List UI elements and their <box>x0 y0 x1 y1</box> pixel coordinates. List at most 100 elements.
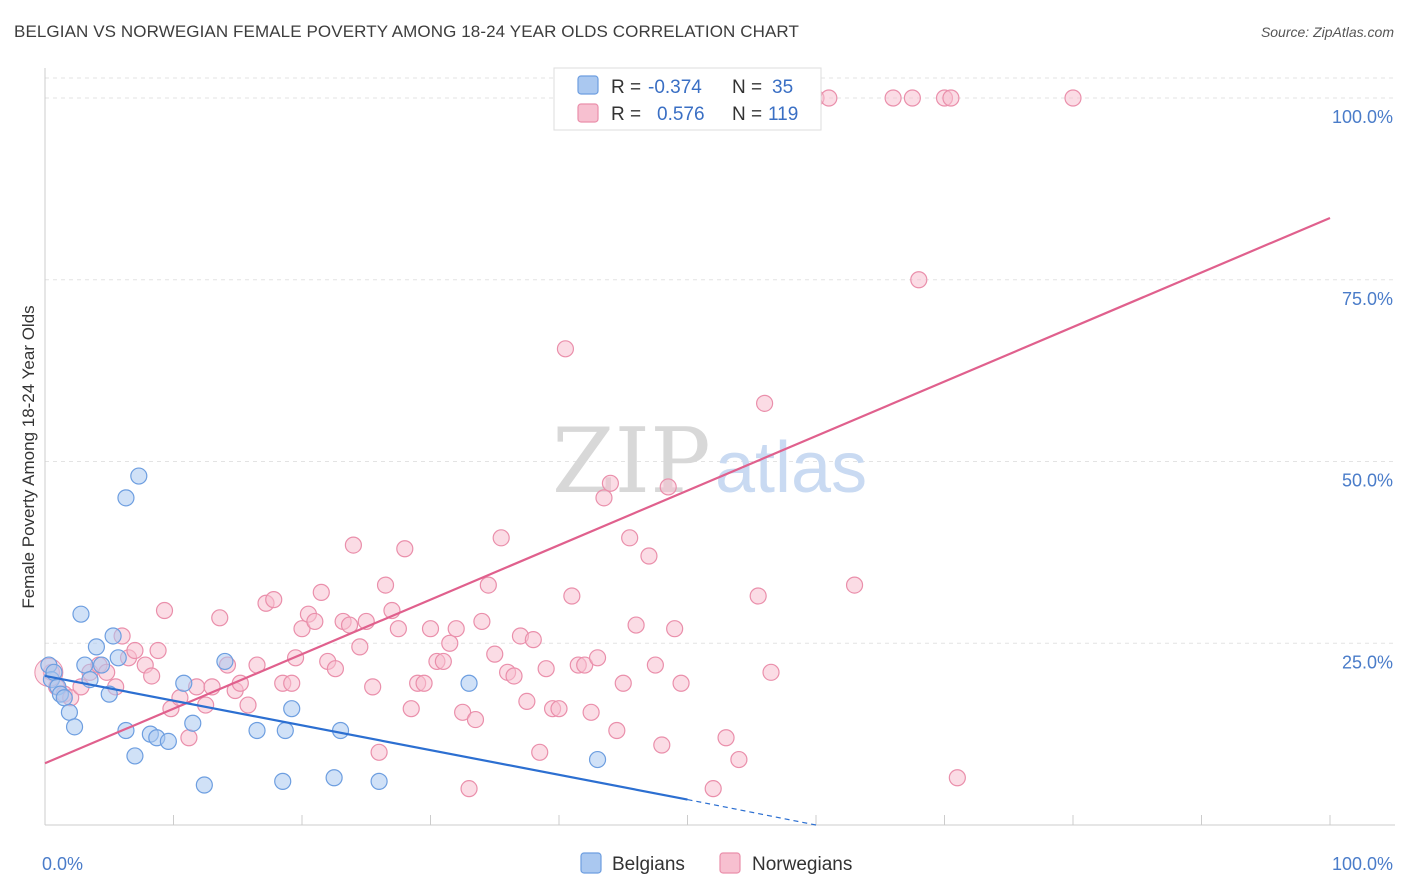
norwegian-point <box>659 478 677 496</box>
norwegian-point <box>666 620 684 638</box>
legend-swatch-belgians <box>580 852 602 874</box>
belgian-point <box>117 489 135 507</box>
belgian-point <box>588 750 607 769</box>
belgian-point <box>283 700 301 718</box>
legend-label-norwegians: Norwegians <box>752 854 852 875</box>
stats-n-value-norwegians: 119 <box>768 104 798 125</box>
x-tick-label: 0.0% <box>42 854 83 874</box>
belgian-point <box>92 656 111 674</box>
belgians-trend-line <box>44 674 688 801</box>
axes <box>44 68 1395 826</box>
norwegian-point <box>283 674 301 692</box>
gridlines <box>45 77 1395 644</box>
norwegian-point <box>326 660 345 678</box>
norwegians-trend-line <box>44 216 1331 765</box>
norwegian-point <box>376 576 395 594</box>
legend-swatch-norwegians <box>719 852 741 874</box>
stats-r-label-norwegians: R = <box>611 104 641 125</box>
norwegian-point <box>370 743 388 761</box>
norwegian-point <box>486 645 504 663</box>
norwegian-point <box>595 489 613 507</box>
norwegian-point <box>601 474 620 492</box>
series-legend: Belgians Norwegians <box>580 852 852 875</box>
norwegian-point <box>293 620 311 638</box>
norwegian-point <box>441 634 459 652</box>
stats-r-value-norwegians: 0.576 <box>657 104 705 125</box>
belgian-point <box>55 689 73 707</box>
x-tick-label: 100.0% <box>1332 854 1393 874</box>
stats-n-value-belgians: 35 <box>772 77 793 98</box>
norwegian-point <box>704 780 722 798</box>
chart-title: BELGIAN VS NORWEGIAN FEMALE POVERTY AMON… <box>14 22 799 41</box>
belgian-point <box>109 649 127 667</box>
stats-legend: R = -0.374 N = 35 R = 0.576 N = 119 <box>553 67 822 131</box>
norwegians-points <box>34 89 1082 798</box>
belgian-point <box>65 718 84 736</box>
stats-swatch-norwegians <box>577 103 599 123</box>
norwegian-point <box>762 663 780 681</box>
norwegian-point <box>556 340 575 358</box>
stats-swatch-belgians <box>577 75 599 95</box>
norwegian-point <box>640 547 658 565</box>
norwegian-point <box>518 692 536 711</box>
norwegian-point <box>454 703 472 721</box>
norwegian-point <box>143 667 161 685</box>
belgian-point <box>72 605 90 623</box>
norwegian-point <box>473 612 491 631</box>
norwegian-point <box>126 641 144 660</box>
norwegian-point <box>588 649 607 667</box>
norwegian-point <box>211 609 229 627</box>
stats-n-label-belgians: N = <box>732 77 762 98</box>
norwegian-point <box>396 540 414 558</box>
belgian-point <box>184 714 202 732</box>
norwegian-point <box>582 703 600 721</box>
norwegian-point <box>524 631 542 649</box>
x-tick-labels: 0.0% 100.0% <box>42 854 1393 874</box>
norwegian-point <box>672 674 690 692</box>
norwegian-point <box>646 656 664 674</box>
norwegian-point <box>749 587 767 605</box>
norwegian-point <box>389 620 407 638</box>
belgian-point <box>76 656 94 674</box>
norwegian-point <box>845 576 864 594</box>
norwegian-point <box>364 678 382 696</box>
norwegian-point <box>653 736 671 754</box>
norwegian-point <box>402 700 420 718</box>
belgian-point <box>216 652 234 671</box>
norwegian-point <box>149 641 167 660</box>
norwegian-point <box>434 652 452 671</box>
belgian-point <box>130 467 148 485</box>
norwegian-point <box>884 89 902 107</box>
norwegian-point <box>447 620 465 638</box>
watermark-zip: ZIP <box>552 409 711 514</box>
y-tick-label: 75.0% <box>1342 289 1393 309</box>
belgian-point <box>370 772 388 790</box>
belgian-point <box>325 769 343 787</box>
norwegian-point <box>180 729 198 747</box>
belgian-point <box>126 747 144 765</box>
belgian-point <box>159 732 177 750</box>
norwegian-point <box>265 591 283 609</box>
belgians-points <box>40 467 607 794</box>
norwegian-point <box>717 729 735 747</box>
y-tick-label: 50.0% <box>1342 471 1393 491</box>
norwegian-point <box>466 710 485 729</box>
norwegian-point <box>239 696 257 714</box>
norwegian-point <box>755 394 774 412</box>
belgians-trend-extension <box>687 798 817 826</box>
belgian-point <box>460 674 478 692</box>
norwegian-point <box>820 89 838 107</box>
y-tick-labels: 25.0% 50.0% 75.0% 100.0% <box>1332 107 1393 672</box>
stats-r-label-belgians: R = <box>611 77 641 98</box>
norwegian-point <box>344 536 362 554</box>
belgian-point <box>274 772 292 790</box>
belgian-point <box>87 638 106 656</box>
norwegian-point <box>460 780 478 798</box>
norwegian-point <box>608 721 626 740</box>
norwegian-point <box>550 700 568 718</box>
norwegian-point <box>576 656 594 674</box>
belgian-point <box>248 721 266 740</box>
source-credit: Source: ZipAtlas.com <box>1260 24 1394 40</box>
y-tick-label: 25.0% <box>1342 652 1393 672</box>
norwegian-point <box>563 587 581 605</box>
